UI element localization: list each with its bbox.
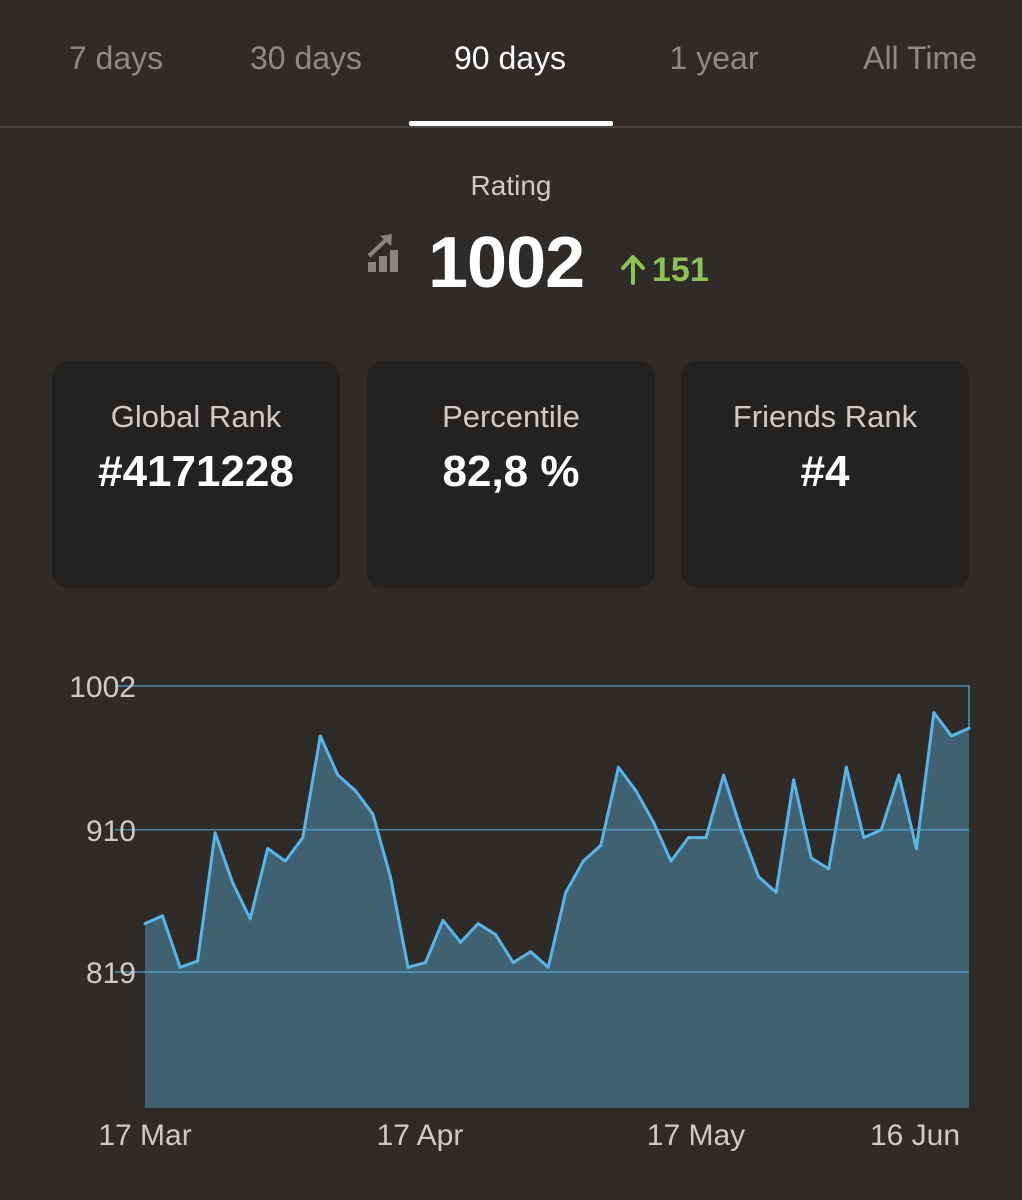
chart-point (581, 859, 585, 863)
chart-point (248, 917, 252, 921)
chart-point (792, 778, 796, 782)
chart-point (301, 836, 305, 840)
chart-point (511, 961, 515, 965)
chart-point (651, 820, 655, 824)
chart-point (774, 890, 778, 894)
tab-all-time[interactable]: All Time (863, 40, 977, 76)
chart-point (459, 940, 463, 944)
chart-point (371, 812, 375, 816)
chart-point (196, 959, 200, 963)
chart-point (669, 859, 673, 863)
friends-rank-label: Friends Rank (732, 399, 918, 434)
chart-point (283, 859, 287, 863)
chart-point (213, 831, 217, 835)
arrow-up-icon (621, 255, 645, 285)
chart-point (266, 847, 270, 850)
tab-30-days[interactable]: 30 days (249, 40, 363, 76)
x-tick-label: 17 Apr (377, 1119, 464, 1152)
chart-point (722, 773, 726, 777)
chart-point (406, 965, 410, 969)
chart-point (441, 918, 445, 922)
chart-point (353, 789, 357, 793)
chart-point (827, 867, 831, 871)
chart-point (862, 836, 866, 840)
chart-point (897, 773, 901, 777)
tab-1-year[interactable]: 1 year (669, 40, 759, 76)
chart-point (231, 881, 235, 885)
global-rank-value: #4171228 (98, 447, 294, 496)
friends-rank-card: Friends Rank #4 (681, 361, 969, 588)
chart-point (161, 914, 164, 918)
chart-point (476, 922, 480, 926)
chart-point (809, 856, 813, 860)
chart-series-line (144, 711, 970, 969)
chart-point (564, 890, 568, 894)
percentile-card: Percentile 82,8 % (367, 361, 655, 588)
rating-trend-icon (367, 234, 398, 272)
chart-point (336, 773, 340, 777)
chart-point (932, 711, 936, 715)
chart-point (529, 950, 533, 954)
rating-chart-svg: 819 910 1002 17 Mar 17 Apr 17 May 16 Jun (69, 671, 971, 1152)
tab-7-days[interactable]: 7 days (68, 40, 164, 76)
chart-point (143, 922, 147, 926)
x-tick-label: 17 May (647, 1119, 745, 1152)
chart-point (388, 875, 392, 879)
percentile-label: Percentile (442, 399, 580, 434)
chart-point (546, 965, 550, 969)
chart-point (687, 836, 690, 840)
percentile-value: 82,8 % (442, 447, 580, 496)
x-tick-label: 17 Mar (98, 1119, 191, 1152)
rating-chart: 819 910 1002 17 Mar 17 Apr 17 May 16 Jun (0, 640, 1022, 1180)
chart-point (616, 765, 620, 769)
y-tick-label: 819 (86, 957, 136, 990)
x-tick-label: 16 Jun (870, 1119, 960, 1152)
global-rank-label: Global Rank (110, 399, 282, 434)
chart-point (704, 836, 708, 840)
chart-point (178, 965, 182, 969)
rating-delta-value: 151 (652, 250, 709, 289)
chart-point (844, 765, 848, 769)
y-tick-label: 910 (86, 815, 136, 848)
chart-point (318, 734, 322, 738)
chart-point (950, 734, 953, 738)
chart-point (757, 875, 761, 879)
rating-label: Rating (470, 170, 552, 201)
chart-point (599, 843, 603, 847)
chart-point (739, 828, 743, 832)
chart-point (424, 961, 427, 965)
chart-area-fill (145, 712, 969, 1108)
rating-change: 151 (620, 250, 709, 290)
chart-point (494, 933, 498, 936)
rating-value: 1002 (428, 223, 585, 303)
chart-point (634, 789, 638, 793)
global-rank-card: Global Rank #4171228 (52, 361, 340, 588)
chart-point (967, 726, 971, 730)
period-tabs: 7 days 30 days 90 days 1 year All Time (0, 0, 1022, 128)
active-tab-indicator (409, 121, 613, 126)
chart-point (914, 847, 918, 850)
tab-90-days[interactable]: 90 days (453, 40, 567, 76)
chart-point (879, 828, 883, 832)
friends-rank-value: #4 (800, 447, 850, 496)
y-tick-label: 1002 (69, 671, 136, 704)
